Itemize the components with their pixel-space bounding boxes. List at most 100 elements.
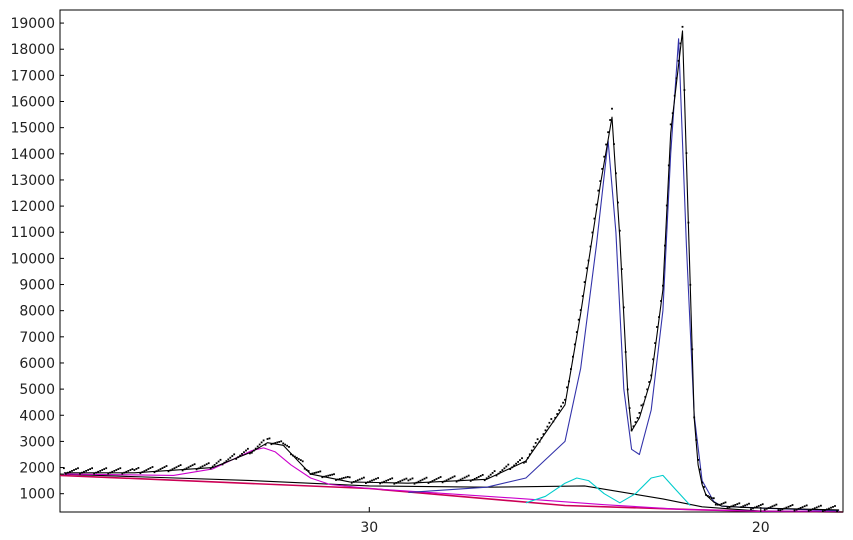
data-point	[738, 502, 741, 505]
data-point	[648, 381, 651, 383]
data-point	[337, 478, 339, 481]
data-point	[435, 478, 438, 480]
data-point	[560, 405, 562, 408]
data-point	[268, 437, 271, 440]
data-point	[207, 462, 210, 465]
series-observed	[63, 25, 838, 513]
data-point	[201, 465, 204, 468]
data-point	[333, 473, 335, 476]
data-point	[127, 470, 130, 472]
data-point	[822, 510, 824, 512]
data-point	[119, 467, 122, 470]
data-point	[669, 123, 672, 126]
data-point	[615, 172, 617, 175]
data-point	[832, 506, 834, 508]
data-point	[101, 469, 104, 471]
data-point	[367, 481, 369, 484]
data-point	[69, 470, 71, 473]
data-point	[779, 509, 782, 512]
data-point	[258, 443, 261, 446]
data-point	[451, 476, 454, 479]
y-tick-label: 4000	[19, 408, 55, 424]
data-point	[274, 442, 277, 444]
data-point	[544, 429, 547, 432]
data-point	[499, 471, 502, 473]
data-point	[385, 479, 388, 482]
data-point	[475, 477, 478, 479]
data-point	[335, 479, 337, 481]
data-point	[550, 418, 553, 420]
data-point	[75, 468, 77, 470]
data-point	[193, 463, 196, 466]
data-point	[572, 355, 574, 358]
y-tick-label: 3000	[19, 434, 55, 450]
data-point	[117, 468, 120, 470]
data-point	[237, 456, 239, 459]
data-point	[511, 466, 514, 469]
data-point	[687, 221, 690, 224]
data-point	[477, 476, 480, 478]
data-point	[341, 477, 343, 480]
y-tick-label: 19000	[10, 16, 55, 32]
data-point	[209, 467, 212, 470]
data-point	[305, 469, 308, 471]
data-point	[834, 505, 836, 507]
data-point	[662, 284, 664, 287]
data-point	[787, 505, 790, 508]
data-point	[135, 468, 138, 470]
data-point	[675, 77, 678, 80]
data-point	[417, 480, 420, 483]
data-point	[691, 348, 694, 351]
data-point	[656, 326, 658, 328]
data-point	[81, 471, 83, 474]
y-tick-label: 2000	[19, 461, 55, 477]
data-point	[679, 42, 682, 45]
data-point	[387, 479, 390, 481]
data-point	[163, 466, 166, 468]
data-point	[820, 504, 822, 507]
data-point	[587, 259, 590, 262]
data-point	[742, 505, 745, 508]
data-point	[707, 495, 709, 497]
data-point	[151, 466, 154, 468]
data-point	[197, 467, 200, 470]
data-point	[583, 281, 586, 283]
data-point	[169, 469, 172, 472]
data-point	[137, 467, 140, 469]
series-layer	[59, 25, 844, 513]
data-point	[617, 201, 619, 204]
data-point	[528, 453, 531, 456]
data-point	[256, 445, 259, 448]
data-point	[280, 440, 283, 443]
data-point	[342, 477, 345, 479]
data-point	[640, 404, 643, 407]
data-point	[526, 457, 529, 459]
data-point	[294, 455, 296, 458]
data-point	[348, 476, 351, 479]
data-point	[125, 470, 128, 473]
y-tick-label: 7000	[19, 330, 55, 346]
data-point	[689, 283, 692, 286]
data-point	[710, 497, 713, 499]
data-point	[815, 506, 818, 509]
data-point	[73, 469, 75, 471]
data-point	[266, 438, 269, 440]
data-point	[765, 507, 768, 510]
data-point	[264, 443, 267, 446]
data-point	[697, 459, 699, 461]
data-point	[129, 469, 132, 471]
data-point	[577, 318, 580, 321]
data-point	[730, 505, 733, 508]
data-point	[457, 479, 460, 482]
data-point	[589, 245, 592, 248]
data-point	[319, 470, 322, 473]
data-point	[272, 442, 275, 445]
data-point	[693, 416, 696, 419]
data-point	[591, 231, 594, 234]
data-point	[626, 388, 629, 391]
data-point	[161, 467, 164, 469]
data-point	[453, 475, 456, 478]
data-point	[211, 465, 214, 468]
data-point	[297, 458, 300, 460]
data-point	[601, 168, 604, 170]
